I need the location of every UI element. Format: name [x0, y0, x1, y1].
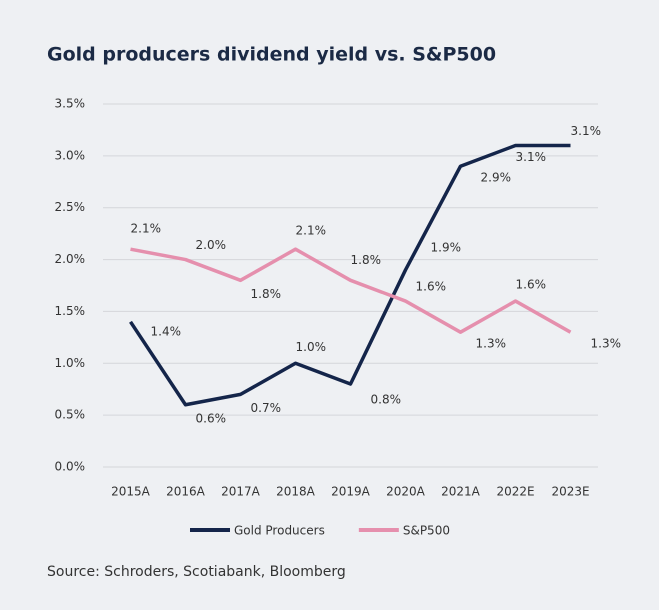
data-label: 1.9%: [431, 240, 462, 254]
x-tick-label: 2020A: [386, 485, 426, 499]
y-tick-label: 3.5%: [55, 97, 86, 111]
y-tick-label: 2.0%: [55, 252, 86, 266]
data-label: 0.7%: [251, 401, 282, 415]
data-label: 2.0%: [196, 238, 227, 252]
y-tick-label: 1.0%: [55, 356, 86, 370]
data-label: 1.8%: [251, 287, 282, 301]
x-tick-label: 2021A: [441, 485, 481, 499]
data-label: 2.1%: [131, 222, 162, 236]
x-tick-label: 2018A: [276, 485, 316, 499]
data-label: 1.4%: [151, 324, 182, 338]
data-label: 1.3%: [476, 337, 507, 351]
data-label: 2.9%: [481, 171, 512, 185]
data-label: 1.0%: [296, 340, 327, 354]
chart-title: Gold producers dividend yield vs. S&P500: [47, 44, 496, 66]
data-label: 2.1%: [296, 224, 327, 238]
x-tick-label: 2015A: [111, 485, 151, 499]
data-label: 1.6%: [516, 278, 547, 292]
x-tick-label: 2016A: [166, 485, 206, 499]
series-line: [129, 143, 571, 407]
data-label: 1.8%: [351, 253, 382, 267]
data-label: 3.1%: [516, 150, 547, 164]
data-label: 1.3%: [591, 337, 622, 351]
y-tick-label: 0.5%: [55, 408, 86, 422]
legend-label: Gold Producers: [234, 524, 325, 538]
x-tick-label: 2019A: [331, 485, 371, 499]
data-label: 0.8%: [371, 393, 402, 407]
x-tick-label: 2023E: [551, 485, 589, 499]
data-label: 1.6%: [416, 280, 447, 294]
y-tick-label: 3.0%: [55, 148, 86, 162]
x-tick-label: 2022E: [496, 485, 534, 499]
legend-label: S&P500: [403, 524, 450, 538]
data-label: 3.1%: [571, 124, 602, 138]
x-tick-label: 2017A: [221, 485, 261, 499]
series-line: [130, 247, 572, 334]
y-tick-label: 1.5%: [55, 304, 86, 318]
source: Source: Schroders, Scotiabank, Bloomberg: [47, 564, 346, 580]
data-label: 0.6%: [196, 411, 227, 425]
y-tick-label: 0.0%: [55, 460, 86, 474]
y-tick-label: 2.5%: [55, 200, 86, 214]
